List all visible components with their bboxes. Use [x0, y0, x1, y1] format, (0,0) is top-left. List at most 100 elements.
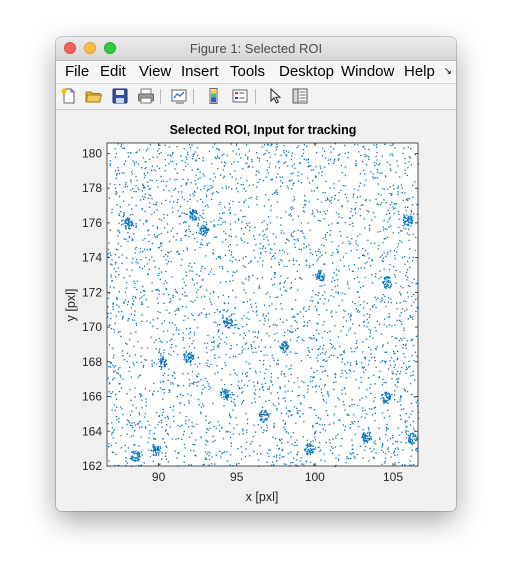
- data-point: [358, 425, 360, 428]
- data-point: [209, 452, 211, 454]
- data-point: [173, 420, 175, 422]
- data-point: [130, 436, 132, 438]
- data-point: [228, 319, 230, 321]
- data-point: [408, 437, 410, 439]
- data-point: [277, 448, 280, 450]
- data-point: [261, 264, 264, 266]
- data-point: [383, 284, 386, 286]
- data-point: [142, 195, 144, 198]
- save-icon[interactable]: [111, 87, 129, 105]
- data-point: [112, 451, 115, 454]
- data-point: [115, 152, 118, 155]
- data-point: [369, 387, 371, 389]
- data-point: [321, 244, 323, 246]
- data-point: [316, 278, 318, 280]
- data-point: [405, 369, 407, 371]
- data-point: [198, 381, 200, 383]
- title-bar[interactable]: Figure 1: Selected ROI: [56, 37, 456, 61]
- menu-help[interactable]: Help: [404, 63, 435, 80]
- data-point: [415, 310, 417, 313]
- data-point: [352, 215, 354, 217]
- data-point: [417, 163, 420, 165]
- data-point: [159, 450, 161, 452]
- data-point: [385, 381, 387, 384]
- data-point: [315, 329, 318, 331]
- data-point: [349, 370, 352, 372]
- minimize-button[interactable]: [84, 42, 96, 54]
- data-point: [365, 199, 367, 201]
- data-point: [415, 439, 417, 442]
- data-point: [401, 323, 403, 325]
- menu-desktop[interactable]: Desktop: [279, 63, 335, 80]
- data-point: [173, 371, 175, 374]
- menu-insert[interactable]: Insert: [181, 63, 219, 80]
- data-point: [231, 323, 233, 325]
- data-point: [256, 156, 259, 159]
- scatter-plot[interactable]: Selected ROI, Input for tracking 90 95 100…: [56, 110, 456, 511]
- data-point: [224, 326, 226, 328]
- data-point: [182, 373, 184, 375]
- plot-area[interactable]: [107, 143, 418, 466]
- data-point: [176, 232, 178, 235]
- print-icon[interactable]: [137, 87, 155, 105]
- data-point: [245, 412, 247, 415]
- new-figure-icon[interactable]: [60, 87, 78, 105]
- data-point: [316, 260, 318, 262]
- data-point: [242, 168, 244, 170]
- data-point: [390, 285, 392, 287]
- data-point: [187, 372, 189, 375]
- data-point: [107, 253, 109, 255]
- data-point: [280, 303, 282, 305]
- menu-overflow-icon[interactable]: ↘: [443, 66, 452, 77]
- data-point: [250, 443, 252, 445]
- open-file-icon[interactable]: [85, 87, 103, 105]
- data-point: [234, 307, 236, 309]
- data-point: [333, 160, 335, 162]
- colorbar-icon[interactable]: [205, 87, 223, 105]
- property-inspector-icon[interactable]: [291, 87, 309, 105]
- data-point: [141, 167, 143, 169]
- data-point: [361, 410, 364, 412]
- data-point: [255, 306, 257, 308]
- menu-file[interactable]: File: [65, 63, 90, 80]
- data-point: [257, 330, 260, 333]
- data-point: [410, 455, 412, 457]
- data-point: [405, 347, 407, 349]
- data-point: [259, 257, 261, 259]
- data-point: [220, 394, 222, 396]
- data-point: [238, 387, 240, 389]
- data-point: [393, 203, 396, 205]
- data-point: [381, 444, 384, 446]
- menu-view[interactable]: View: [139, 63, 172, 80]
- data-point: [223, 391, 225, 393]
- data-point: [360, 204, 363, 207]
- data-point: [413, 396, 416, 398]
- data-point: [389, 264, 391, 266]
- legend-icon[interactable]: [231, 87, 249, 105]
- close-button[interactable]: [64, 42, 76, 54]
- pointer-icon[interactable]: [266, 87, 284, 105]
- data-point: [319, 450, 321, 452]
- data-point: [258, 396, 261, 398]
- menu-edit[interactable]: Edit: [100, 63, 126, 80]
- data-point: [187, 200, 189, 202]
- menu-tools[interactable]: Tools: [230, 63, 266, 80]
- data-point: [384, 462, 386, 464]
- data-point: [272, 324, 274, 326]
- data-point: [237, 448, 239, 450]
- data-point: [378, 323, 381, 325]
- data-point: [292, 431, 295, 434]
- data-point: [398, 319, 401, 321]
- data-point: [411, 184, 414, 186]
- data-point: [354, 332, 356, 334]
- data-point: [210, 301, 212, 303]
- data-point: [197, 376, 199, 378]
- data-point: [185, 328, 188, 330]
- data-point: [351, 404, 353, 406]
- menu-window[interactable]: Window: [341, 63, 395, 80]
- data-point: [122, 223, 124, 225]
- zoom-button[interactable]: [104, 42, 116, 54]
- data-point: [393, 350, 395, 353]
- data-point: [367, 377, 370, 379]
- link-plot-icon[interactable]: [170, 87, 188, 105]
